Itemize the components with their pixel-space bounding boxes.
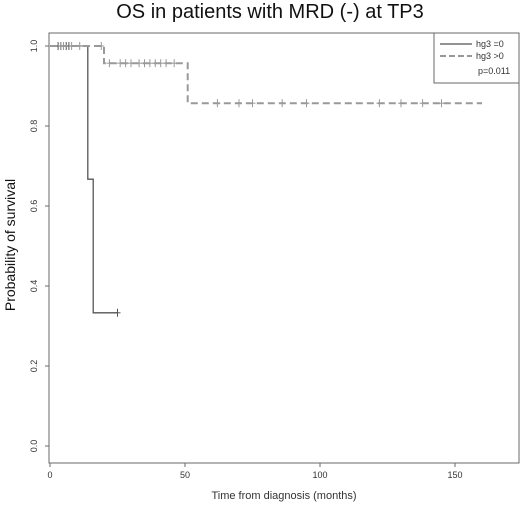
y-tick-label: 0.6 (29, 200, 39, 213)
series-2 (50, 42, 482, 108)
y-axis-label: Probability of survival (2, 179, 18, 311)
legend-box (433, 32, 520, 84)
y-tick-label: 1.0 (29, 40, 39, 53)
legend-label: hg3 >0 (476, 51, 504, 61)
y-tick-label: 0.2 (29, 360, 39, 373)
x-tick-label: 0 (47, 470, 52, 480)
legend-label: hg3 =0 (476, 39, 504, 49)
series-group (50, 42, 482, 317)
y-tick-label: 0.8 (29, 120, 39, 133)
x-tick-label: 100 (312, 470, 327, 480)
y-tick-label: 0.0 (29, 440, 39, 453)
chart-title: OS in patients with MRD (-) at TP3 (116, 1, 424, 23)
x-tick-label: 150 (447, 470, 462, 480)
survival-curve (50, 45, 482, 105)
p-value-annotation: p=0.011 (478, 66, 510, 76)
axes: 0 50 100 150 0.0 0.2 0.4 0.6 0.8 1.0 (29, 40, 463, 480)
x-tick-label: 50 (180, 470, 190, 480)
survival-curve (50, 45, 118, 314)
legend: hg3 =0 hg3 >0 p=0.011 (433, 32, 520, 84)
series-1 (50, 42, 121, 317)
y-tick-label: 0.4 (29, 280, 39, 293)
x-axis-label: Time from diagnosis (months) (211, 490, 356, 502)
plot-frame (48, 32, 520, 464)
